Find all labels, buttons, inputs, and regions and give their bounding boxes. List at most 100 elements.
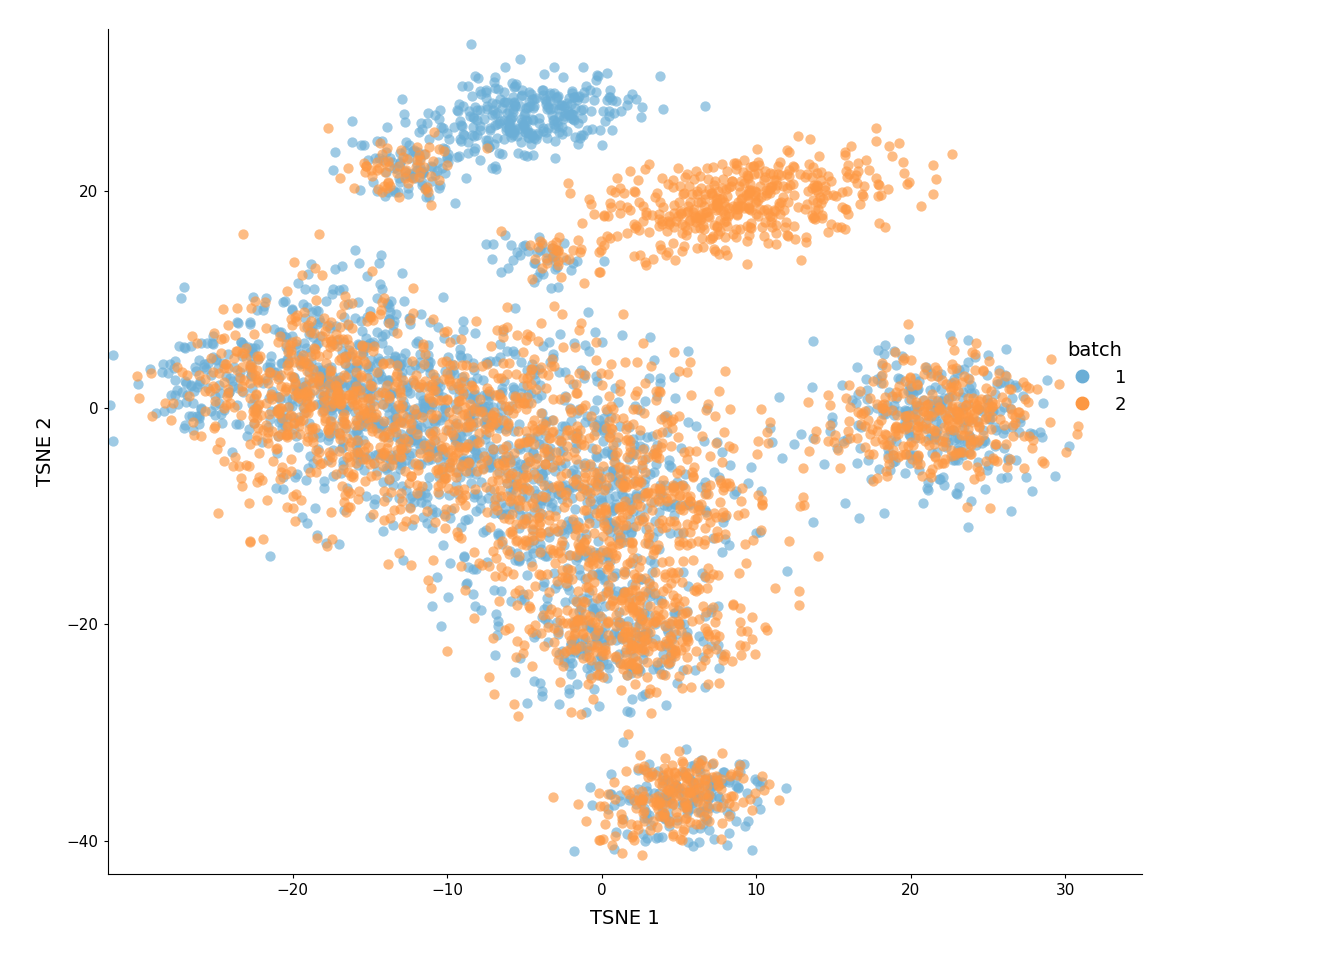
Point — [516, 469, 538, 485]
Point — [650, 512, 672, 527]
Point — [727, 780, 749, 795]
Point — [970, 391, 992, 406]
Point — [683, 500, 704, 516]
Point — [620, 494, 641, 510]
Point — [414, 180, 435, 196]
Point — [141, 409, 163, 424]
Point — [317, 452, 339, 468]
Point — [434, 471, 456, 487]
Point — [379, 304, 401, 320]
Point — [624, 793, 645, 808]
Point — [372, 356, 394, 372]
Point — [495, 499, 516, 515]
Point — [284, 370, 305, 385]
Point — [817, 433, 839, 448]
Point — [370, 440, 391, 455]
Point — [703, 241, 724, 256]
Point — [956, 413, 977, 428]
Point — [181, 328, 203, 344]
Point — [552, 653, 574, 668]
Point — [798, 443, 820, 458]
Point — [633, 788, 655, 804]
Point — [586, 72, 607, 87]
Point — [519, 131, 540, 146]
Point — [388, 501, 410, 516]
Point — [520, 659, 542, 674]
Point — [362, 420, 383, 436]
Point — [288, 390, 309, 405]
Point — [546, 242, 567, 257]
Point — [996, 460, 1017, 475]
Point — [621, 85, 642, 101]
Point — [679, 771, 700, 786]
Point — [450, 530, 472, 545]
Point — [410, 115, 431, 131]
Point — [577, 630, 598, 645]
Point — [583, 496, 605, 512]
Point — [640, 768, 661, 783]
Point — [383, 451, 405, 467]
Point — [582, 566, 603, 582]
Point — [570, 127, 591, 142]
Point — [573, 457, 594, 472]
Point — [620, 444, 641, 460]
Point — [349, 408, 371, 423]
Point — [622, 640, 644, 656]
Point — [567, 116, 589, 132]
Point — [594, 619, 616, 635]
Point — [469, 103, 491, 118]
Point — [539, 334, 560, 349]
Point — [677, 796, 699, 811]
Point — [476, 356, 497, 372]
Point — [173, 420, 195, 436]
Point — [656, 493, 677, 509]
Point — [448, 444, 469, 460]
Point — [767, 166, 789, 181]
Point — [390, 400, 411, 416]
Point — [465, 450, 487, 466]
Point — [345, 364, 367, 379]
Point — [544, 133, 566, 149]
Point — [942, 388, 964, 403]
Point — [379, 389, 401, 404]
Point — [358, 389, 379, 404]
Point — [478, 139, 500, 155]
Point — [473, 111, 495, 127]
Point — [896, 317, 918, 332]
Point — [267, 404, 289, 420]
Point — [328, 352, 349, 368]
Point — [688, 629, 710, 644]
Point — [703, 566, 724, 582]
Point — [313, 403, 335, 419]
Point — [731, 623, 753, 638]
Point — [495, 60, 516, 75]
Point — [684, 208, 706, 224]
Point — [339, 377, 360, 393]
Point — [613, 185, 634, 201]
Point — [676, 801, 698, 816]
Point — [417, 378, 438, 394]
Point — [605, 519, 626, 535]
Point — [714, 648, 735, 663]
Point — [372, 420, 394, 435]
Point — [309, 376, 331, 392]
Point — [606, 530, 628, 545]
Point — [215, 368, 237, 383]
Point — [737, 475, 758, 491]
Point — [636, 257, 657, 273]
Point — [547, 486, 569, 501]
Point — [489, 442, 511, 457]
Point — [298, 326, 320, 342]
Point — [594, 639, 616, 655]
Point — [973, 433, 995, 448]
Point — [954, 433, 976, 448]
Point — [427, 155, 449, 170]
Point — [370, 276, 391, 292]
Point — [591, 137, 613, 153]
Point — [677, 179, 699, 194]
Point — [573, 520, 594, 536]
Point — [563, 627, 585, 642]
Point — [650, 595, 672, 611]
Point — [586, 632, 607, 647]
Point — [535, 414, 556, 429]
